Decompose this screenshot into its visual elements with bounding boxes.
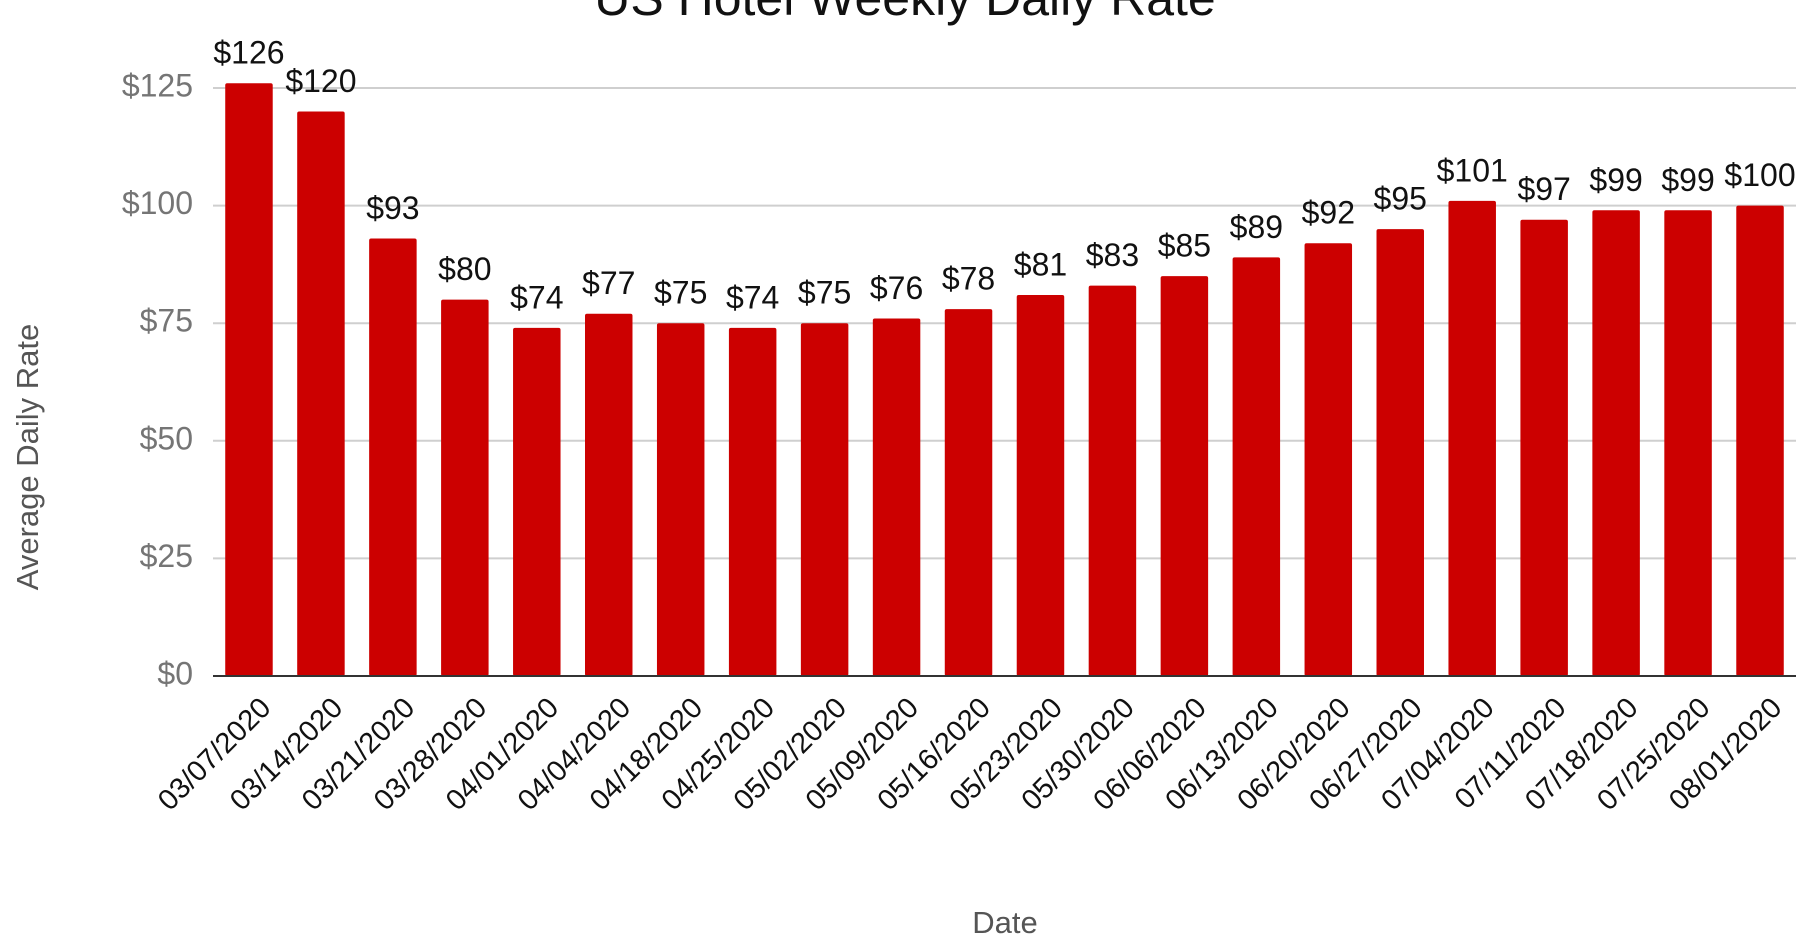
y-tick-label: $75 bbox=[140, 303, 193, 339]
data-label: $81 bbox=[1014, 246, 1067, 282]
bar bbox=[1304, 243, 1353, 676]
data-label: $97 bbox=[1517, 171, 1570, 207]
bar bbox=[1016, 294, 1065, 676]
data-label: $76 bbox=[870, 270, 923, 306]
bar bbox=[1448, 200, 1496, 676]
bar bbox=[369, 238, 417, 676]
data-label: $126 bbox=[213, 35, 284, 71]
bar bbox=[728, 327, 777, 676]
data-label: $93 bbox=[366, 190, 419, 226]
data-label: $77 bbox=[582, 265, 635, 301]
data-label: $74 bbox=[510, 279, 563, 315]
data-label: $120 bbox=[285, 63, 356, 99]
data-label: $75 bbox=[798, 275, 851, 311]
data-label: $99 bbox=[1589, 162, 1642, 198]
bar bbox=[1088, 285, 1137, 676]
bar bbox=[656, 323, 705, 676]
data-label: $75 bbox=[654, 275, 707, 311]
data-label: $78 bbox=[942, 261, 995, 297]
x-axis-title: Date bbox=[972, 905, 1037, 940]
data-label: $80 bbox=[438, 251, 491, 287]
y-tick-label: $25 bbox=[140, 538, 193, 574]
y-tick-label: $100 bbox=[122, 185, 193, 221]
y-tick-label: $125 bbox=[122, 67, 193, 103]
bar bbox=[585, 313, 633, 676]
bar bbox=[800, 323, 849, 676]
chart-title: US Hotel Weekly Daily Rate bbox=[594, 0, 1216, 26]
y-tick-label: $0 bbox=[157, 655, 193, 691]
bar bbox=[1736, 205, 1784, 676]
bar bbox=[513, 327, 561, 676]
data-label: $92 bbox=[1302, 195, 1355, 231]
bar bbox=[944, 309, 993, 676]
data-label: $95 bbox=[1374, 181, 1427, 217]
bar bbox=[1592, 210, 1640, 676]
y-tick-label: $50 bbox=[140, 420, 193, 456]
data-label: $99 bbox=[1661, 162, 1714, 198]
data-label: $74 bbox=[726, 279, 779, 315]
data-label: $85 bbox=[1158, 228, 1211, 264]
data-label: $100 bbox=[1724, 157, 1795, 193]
bar bbox=[1376, 229, 1424, 676]
bar bbox=[225, 83, 273, 676]
bar bbox=[297, 111, 345, 676]
bar bbox=[1664, 210, 1712, 676]
bar bbox=[1232, 257, 1281, 676]
data-label: $101 bbox=[1437, 152, 1508, 188]
bar bbox=[1520, 219, 1568, 676]
bar bbox=[1160, 276, 1209, 676]
data-label: $83 bbox=[1086, 237, 1139, 273]
y-axis-title: Average Daily Rate bbox=[10, 324, 45, 591]
bar bbox=[872, 318, 921, 676]
bar bbox=[441, 299, 489, 676]
data-label: $89 bbox=[1230, 209, 1283, 245]
